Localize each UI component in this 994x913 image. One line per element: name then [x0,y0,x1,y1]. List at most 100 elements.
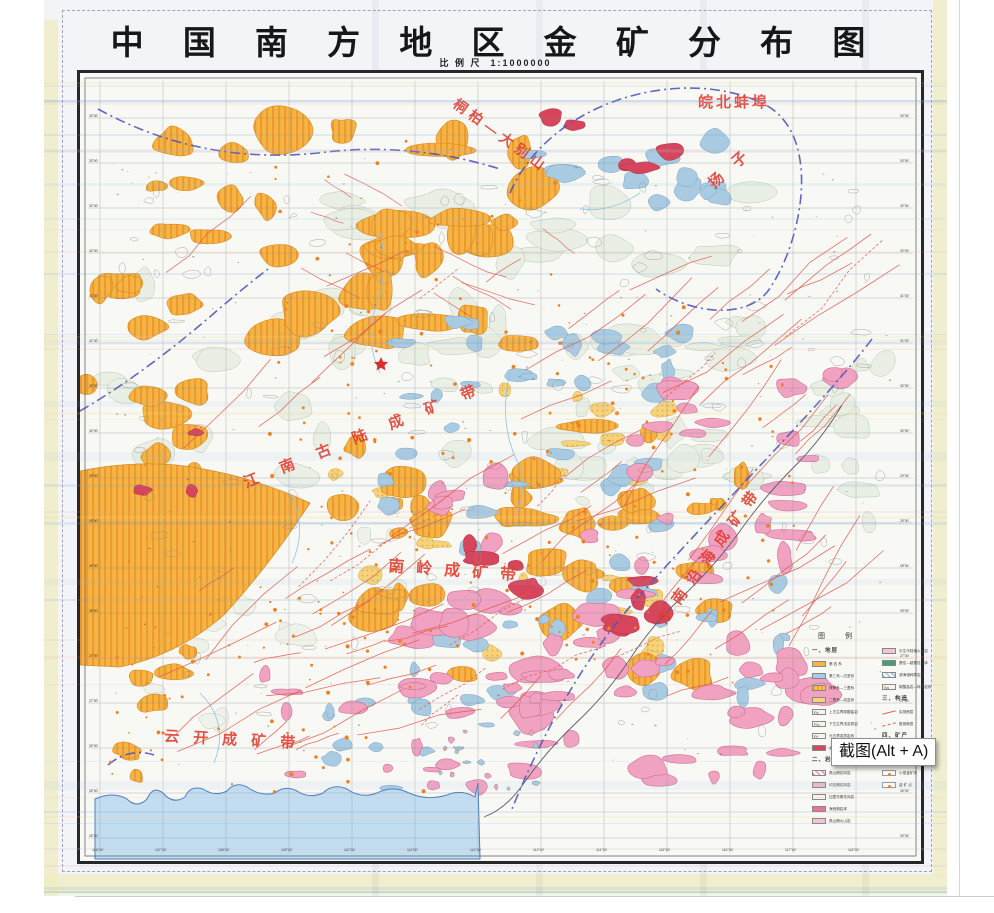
legend-item: Sn 碳酸盐岩—碎屑岩系 [882,681,947,693]
legend-swatch [882,721,896,727]
lat-tick-label: 29°30′ [900,474,909,478]
legend-swatch-code: Pz₁ [814,722,821,727]
legend-swatch [812,745,826,751]
graticule [88,81,913,853]
strata-orange [80,105,750,809]
sheet-edge-teal-line [44,891,947,893]
legend-item-label: 上古生界碳酸盐岩 [829,709,858,714]
lat-tick-label: 29°00′ [900,519,909,523]
screenshot-tooltip-label: 截图(Alt + A) [839,743,929,760]
legend-item: Pz₁ 下古生界浅变质岩 [812,718,884,730]
lon-tick-label: 107°00′ [155,848,167,852]
legend-item-label: 印支期花岗岩 [829,782,851,787]
legend-item-label: 基性—超基性岩体 [899,660,928,665]
lat-tick-label: 28°00′ [89,609,98,613]
legend-section-header: 一、地层 [812,648,839,654]
lon-tick-label: 106°00′ [92,848,104,852]
geological-map-canvas: 皖北蚌埠桐柏—大别山扬 子江南古陆成矿带南岭成矿带云开成矿带东南沿海成矿带106… [80,73,921,861]
map-legend: 图 例 一、地层第 四 系第三系—白垩系 侏罗系—三叠系 二叠系—泥盆系 Pz 上古生界… [804,631,947,859]
lon-tick-label: 113°00′ [533,848,545,852]
legend-swatch [882,709,896,715]
legend-swatch [812,806,826,812]
legend-swatch-code: Pz [814,710,819,715]
islands [438,729,541,791]
lon-tick-label: 110°00′ [344,848,356,852]
lat-tick-label: 33°30′ [900,114,909,118]
lat-tick-label: 31°30′ [900,294,909,298]
legend-item-label: 推测断层 [899,721,914,726]
sheet-edge-bottom [44,874,947,894]
legend-swatch [812,685,826,691]
legend-item: 金 矿 点 [882,779,947,791]
lat-tick-label: 27°30′ [900,654,909,658]
legend-swatch [882,770,896,776]
legend-swatch: Sn [882,684,896,690]
scale-label: 比 例 尺 [439,58,482,68]
decorative-zigzag-border [62,10,932,872]
lat-tick-label: 26°00′ [900,789,909,793]
lat-tick-label: 32°30′ [89,204,98,208]
legend-item: 中生代陆相火山岩 [882,645,947,657]
legend-swatch [812,818,826,824]
legend-item: Pz 上古生界碳酸盐岩 [812,706,884,718]
lon-tick-label: 111°00′ [407,848,418,852]
lon-tick-label: 116°00′ [722,848,734,852]
legend-item: Pt 元古界变质岩系 [812,730,884,742]
lat-tick-label: 29°00′ [89,519,98,523]
legend-item-label: 下古生界浅变质岩 [829,721,858,726]
legend-item-label: 碳酸盐岩—碎屑岩系 [899,684,932,689]
sheet-edge-right [933,0,947,876]
legend-swatch: Pz₁ [812,721,826,727]
legend-section-header: 三、构造 [882,696,909,702]
fault-lines [160,173,900,755]
map-title: 中 国 南 方 地 区 金 矿 分 布 图 [110,24,881,61]
legend-swatch: Pz [812,709,826,715]
legend-item-label: 二叠系—泥盆系 [829,697,855,702]
legend-column-right: 中生代陆相火山岩 基性—超基性岩体 滨海相碎屑岩系 Sn 碳酸盐岩—碎屑岩系 三、构造 实测… [882,645,947,791]
legend-swatch [882,660,896,666]
page-divider-bottom [75,896,994,897]
legend-swatch [812,794,826,800]
page-divider-right [959,0,960,896]
lat-tick-label: 27°00′ [900,699,909,703]
legend-section-header: 二、岩浆岩 [812,757,845,763]
legend-swatch [812,661,826,667]
lat-tick-label: 33°00′ [900,159,909,163]
legend-item-label: 燕山期花岗岩 [829,770,851,775]
lon-tick-label: 112°00′ [470,848,482,852]
lon-tick-label: 115°00′ [659,848,671,852]
legend-section-header: 四、矿产 [882,733,909,739]
legend-swatch [812,770,826,776]
lat-tick-label: 32°00′ [89,249,98,253]
legend-title: 图 例 [818,633,861,640]
lon-tick-label: 114°00′ [596,848,608,852]
lat-tick-label: 31°30′ [89,294,98,298]
legend-swatch [882,648,896,654]
contour-specks [113,158,891,765]
legend-swatch [882,782,896,788]
map-label: 皖北蚌埠 [698,93,770,111]
legend-item: 二叠系—泥盆系 [812,694,884,706]
legend-item: 燕山期花岗岩 [812,767,884,779]
legend-item: 推测断层 [882,718,947,730]
lon-tick-label: 117°00′ [785,848,797,852]
legend-item-label: 海西期岩体 [829,806,847,811]
legend-item: 第 四 系 [812,658,884,670]
capital-star-marker [373,357,389,371]
legend-item-label: 侏罗系—三叠系 [829,685,855,690]
gold-deposit-markers [109,139,795,794]
legend-swatch [812,673,826,679]
legend-item: 滨海相碎屑岩系 [882,669,947,681]
lat-tick-label: 31°00′ [900,339,909,343]
legend-item-label: 第 四 系 [829,661,842,666]
map-neatline-frame: 皖北蚌埠 桐柏—大别山扬 子江南古陆成矿带 南岭成矿带 云开成矿带 东南沿海成矿带 106… [77,70,931,864]
legend-item-label: 金 矿 点 [899,782,912,787]
legend-item-label: 中生代陆相火山岩 [899,648,928,653]
legend-item-label: 滨海相碎屑岩系 [899,672,925,677]
legend-swatch-code: Sn [884,685,889,690]
legend-item: 燕山期火山岩 [812,815,884,827]
legend-item-label: 加里东期花岗岩 [829,794,855,799]
lat-tick-label: 30°30′ [89,384,98,388]
screenshot-tooltip: 截图(Alt + A) [831,738,937,766]
